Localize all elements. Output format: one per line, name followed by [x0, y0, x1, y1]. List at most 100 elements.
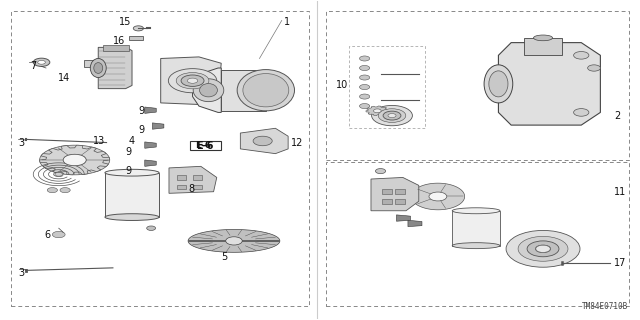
Ellipse shape	[372, 105, 412, 126]
Ellipse shape	[181, 75, 204, 86]
Polygon shape	[169, 166, 217, 193]
FancyBboxPatch shape	[190, 141, 221, 150]
Text: 2: 2	[614, 111, 621, 121]
Bar	[103, 45, 129, 51]
Polygon shape	[161, 57, 221, 105]
Text: 13: 13	[93, 136, 105, 146]
Bar	[11, 11, 309, 306]
Ellipse shape	[243, 74, 289, 107]
Polygon shape	[145, 160, 156, 166]
Bar	[193, 185, 202, 189]
Circle shape	[55, 172, 63, 176]
Circle shape	[388, 114, 396, 117]
Circle shape	[429, 192, 447, 201]
Polygon shape	[40, 145, 109, 175]
Ellipse shape	[200, 84, 218, 97]
Polygon shape	[221, 69, 266, 111]
Bar	[326, 11, 629, 160]
Text: 8: 8	[189, 184, 195, 194]
Ellipse shape	[105, 214, 159, 220]
Text: 3: 3	[19, 138, 25, 148]
Ellipse shape	[383, 111, 401, 120]
Circle shape	[47, 188, 58, 193]
Polygon shape	[499, 43, 600, 125]
Ellipse shape	[193, 79, 224, 102]
Ellipse shape	[176, 73, 209, 89]
Text: 15: 15	[119, 17, 132, 27]
Ellipse shape	[452, 243, 500, 249]
Text: 11: 11	[614, 187, 627, 197]
Bar	[105, 173, 159, 217]
Bar	[129, 36, 143, 40]
Polygon shape	[188, 229, 280, 252]
Bar	[84, 60, 102, 68]
Circle shape	[360, 56, 370, 61]
Text: 7: 7	[30, 61, 36, 71]
Ellipse shape	[378, 109, 406, 123]
Circle shape	[360, 94, 370, 99]
Text: 1: 1	[284, 17, 290, 27]
Text: 10: 10	[336, 80, 348, 91]
Circle shape	[38, 60, 45, 64]
Ellipse shape	[534, 35, 552, 41]
Circle shape	[147, 226, 156, 230]
Circle shape	[63, 154, 86, 166]
Ellipse shape	[484, 65, 513, 103]
Circle shape	[536, 245, 550, 252]
Circle shape	[360, 66, 370, 70]
Bar	[177, 185, 186, 189]
Polygon shape	[152, 123, 164, 129]
Text: 9: 9	[125, 166, 132, 176]
Text: 3: 3	[19, 268, 25, 278]
Bar	[326, 162, 629, 306]
Circle shape	[573, 108, 589, 116]
Circle shape	[536, 245, 550, 252]
Text: TM84E0710B: TM84E0710B	[582, 302, 628, 311]
Polygon shape	[366, 106, 389, 116]
Bar	[349, 46, 425, 128]
Bar	[394, 189, 404, 194]
Circle shape	[360, 75, 370, 80]
Circle shape	[573, 52, 589, 59]
Polygon shape	[241, 128, 288, 154]
Circle shape	[133, 26, 143, 31]
Text: E-6: E-6	[195, 141, 211, 150]
Ellipse shape	[237, 69, 294, 111]
Bar	[452, 211, 500, 246]
Bar	[382, 199, 392, 204]
Ellipse shape	[168, 69, 217, 93]
Ellipse shape	[105, 169, 159, 176]
Polygon shape	[408, 220, 422, 227]
Text: E-6: E-6	[196, 141, 213, 151]
Text: 14: 14	[58, 73, 70, 83]
Circle shape	[360, 84, 370, 90]
Ellipse shape	[527, 241, 559, 257]
Circle shape	[226, 237, 242, 245]
Circle shape	[376, 169, 386, 174]
Polygon shape	[145, 107, 156, 113]
Polygon shape	[40, 145, 109, 175]
Text: 9: 9	[125, 147, 132, 157]
Bar	[193, 175, 202, 180]
Circle shape	[374, 109, 381, 113]
Ellipse shape	[90, 59, 106, 77]
Bar	[382, 189, 392, 194]
Polygon shape	[396, 215, 410, 221]
Bar	[177, 175, 186, 180]
Circle shape	[588, 65, 600, 71]
Text: 4: 4	[129, 136, 135, 146]
Polygon shape	[99, 47, 132, 89]
Ellipse shape	[94, 63, 102, 73]
Polygon shape	[371, 178, 419, 211]
Ellipse shape	[518, 236, 568, 261]
Circle shape	[63, 154, 86, 166]
Polygon shape	[193, 68, 221, 112]
Ellipse shape	[489, 71, 508, 97]
Circle shape	[188, 78, 198, 83]
Text: 16: 16	[113, 36, 125, 46]
Circle shape	[52, 231, 65, 238]
Text: 6: 6	[44, 229, 50, 240]
Text: 9: 9	[138, 106, 145, 116]
Circle shape	[33, 58, 50, 67]
Text: 5: 5	[221, 252, 227, 262]
